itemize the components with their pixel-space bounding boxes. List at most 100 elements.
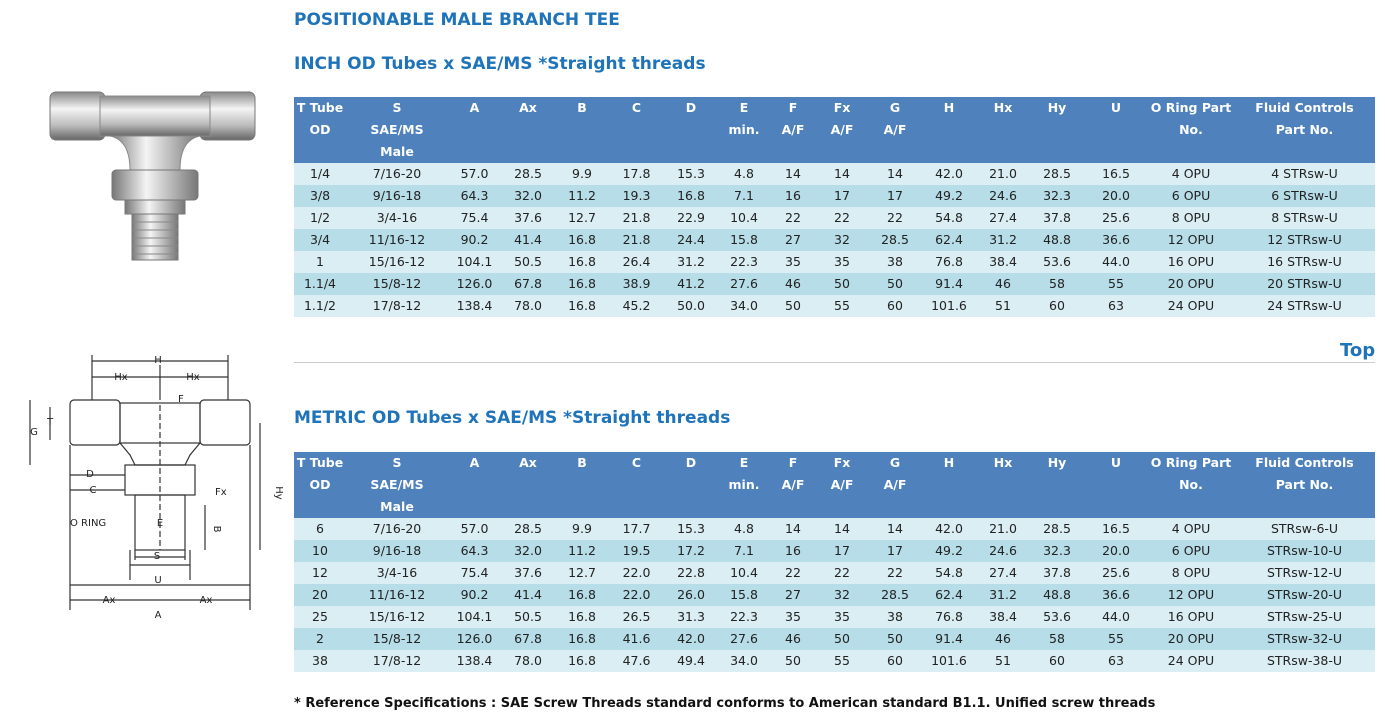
data-cell: 22 xyxy=(770,207,816,229)
data-cell: 16.8 xyxy=(555,251,609,273)
data-cell: 4 OPU xyxy=(1148,518,1234,540)
data-cell: 32 xyxy=(816,584,868,606)
data-cell: 58 xyxy=(1030,628,1084,650)
data-cell: 22.3 xyxy=(718,251,770,273)
data-cell: 50 xyxy=(816,628,868,650)
header-text: F xyxy=(788,455,798,470)
data-cell: 90.2 xyxy=(448,229,501,251)
data-cell: 75.4 xyxy=(448,207,501,229)
top-link[interactable]: Top xyxy=(1340,340,1376,361)
diagram-label: Fx xyxy=(215,487,227,498)
header-cell: O Ring Part No. xyxy=(1148,452,1234,518)
header-text: C xyxy=(631,100,642,115)
header-text: No. xyxy=(1179,477,1203,492)
diagram-label: A xyxy=(155,610,162,621)
data-cell: 58 xyxy=(1030,273,1084,295)
data-cell: 101.6 xyxy=(922,295,976,317)
header-text: min. xyxy=(728,477,760,492)
data-cell: 101.6 xyxy=(922,650,976,672)
header-cell: A xyxy=(448,452,501,518)
data-cell: 17 xyxy=(816,185,868,207)
diagram-label: B xyxy=(211,526,222,533)
data-cell: 17/8-12 xyxy=(346,650,448,672)
data-cell: 35 xyxy=(770,251,816,273)
data-cell: 9/16-18 xyxy=(346,540,448,562)
data-cell: 12 OPU xyxy=(1148,229,1234,251)
data-cell: 20 OPU xyxy=(1148,628,1234,650)
data-cell: 64.3 xyxy=(448,540,501,562)
header-text: U xyxy=(1110,455,1122,470)
diagram-label: G xyxy=(30,427,38,438)
data-cell: 67.8 xyxy=(501,273,555,295)
data-cell: 45.2 xyxy=(609,295,664,317)
diagram-label: O RING xyxy=(70,518,106,529)
header-text: OD xyxy=(309,122,331,137)
data-cell: 16 xyxy=(770,185,816,207)
data-cell: 63 xyxy=(1084,295,1148,317)
data-cell: STRsw-25-U xyxy=(1234,606,1375,628)
diagram-label: Hx xyxy=(186,372,200,383)
header-cell: Fx A/F xyxy=(816,452,868,518)
header-cell: S SAE/MS Male xyxy=(346,452,448,518)
data-cell: STRsw-20-U xyxy=(1234,584,1375,606)
data-cell: 50 xyxy=(770,295,816,317)
data-cell: 1 xyxy=(294,251,346,273)
data-cell: 31.2 xyxy=(976,229,1030,251)
data-cell: 1/4 xyxy=(294,163,346,185)
data-cell: 50.5 xyxy=(501,251,555,273)
data-cell: 44.0 xyxy=(1084,606,1148,628)
data-cell: 31.2 xyxy=(976,584,1030,606)
data-cell: 22.3 xyxy=(718,606,770,628)
data-row: 12 3/4-16 75.4 37.6 12.7 22.0 22.8 10.4 22 22 22 54… xyxy=(294,562,1375,584)
data-cell: 22.0 xyxy=(609,584,664,606)
product-photo xyxy=(49,91,256,261)
data-row: 10 9/16-18 64.3 32.0 11.2 19.5 17.2 7.1 16 17 17 49… xyxy=(294,540,1375,562)
data-cell: 64.3 xyxy=(448,185,501,207)
data-cell: 17.8 xyxy=(609,163,664,185)
data-cell: 54.8 xyxy=(922,562,976,584)
header-cell: Hx xyxy=(976,452,1030,518)
header-text: Part No. xyxy=(1275,122,1334,137)
data-cell: 17 xyxy=(868,540,922,562)
data-cell: 17 xyxy=(816,540,868,562)
diagram-label: C xyxy=(90,485,97,496)
data-cell: 3/4-16 xyxy=(346,562,448,584)
data-cell: 15.8 xyxy=(718,229,770,251)
header-cell: A xyxy=(448,97,501,163)
header-text: C xyxy=(631,455,642,470)
header-text: Ax xyxy=(519,100,537,115)
data-cell: 19.5 xyxy=(609,540,664,562)
data-cell: 22.9 xyxy=(664,207,718,229)
data-cell: 27.6 xyxy=(718,628,770,650)
data-cell: 37.6 xyxy=(501,207,555,229)
data-cell: 37.8 xyxy=(1030,207,1084,229)
header-text: Hx xyxy=(993,455,1013,470)
data-cell: 91.4 xyxy=(922,628,976,650)
data-cell: 26.0 xyxy=(664,584,718,606)
header-cell: F A/F xyxy=(770,97,816,163)
header-text: Fx xyxy=(833,100,851,115)
data-cell: 55 xyxy=(816,295,868,317)
data-cell: 67.8 xyxy=(501,628,555,650)
dimension-diagram: H Hx Hx F G T D C Fx Hy O RING E B S U A… xyxy=(29,355,284,621)
data-cell: 16 OPU xyxy=(1148,251,1234,273)
data-cell: 60 xyxy=(1030,295,1084,317)
header-cell: Ax xyxy=(501,97,555,163)
data-cell: 16.8 xyxy=(555,273,609,295)
header-text: min. xyxy=(728,122,760,137)
data-cell: 9.9 xyxy=(555,518,609,540)
diagram-label: U xyxy=(154,575,161,586)
data-cell: 57.0 xyxy=(448,163,501,185)
data-cell: 2 xyxy=(294,628,346,650)
data-cell: 138.4 xyxy=(448,650,501,672)
header-text: O Ring Part xyxy=(1150,100,1232,115)
data-row: 1/2 3/4-16 75.4 37.6 12.7 21.8 22.9 10.4 22 22 22 5… xyxy=(294,207,1375,229)
data-cell: 27.4 xyxy=(976,562,1030,584)
data-cell: 22.0 xyxy=(609,562,664,584)
header-text: E xyxy=(739,455,749,470)
data-cell: 8 OPU xyxy=(1148,207,1234,229)
header-text: Fluid Controls xyxy=(1255,100,1354,115)
